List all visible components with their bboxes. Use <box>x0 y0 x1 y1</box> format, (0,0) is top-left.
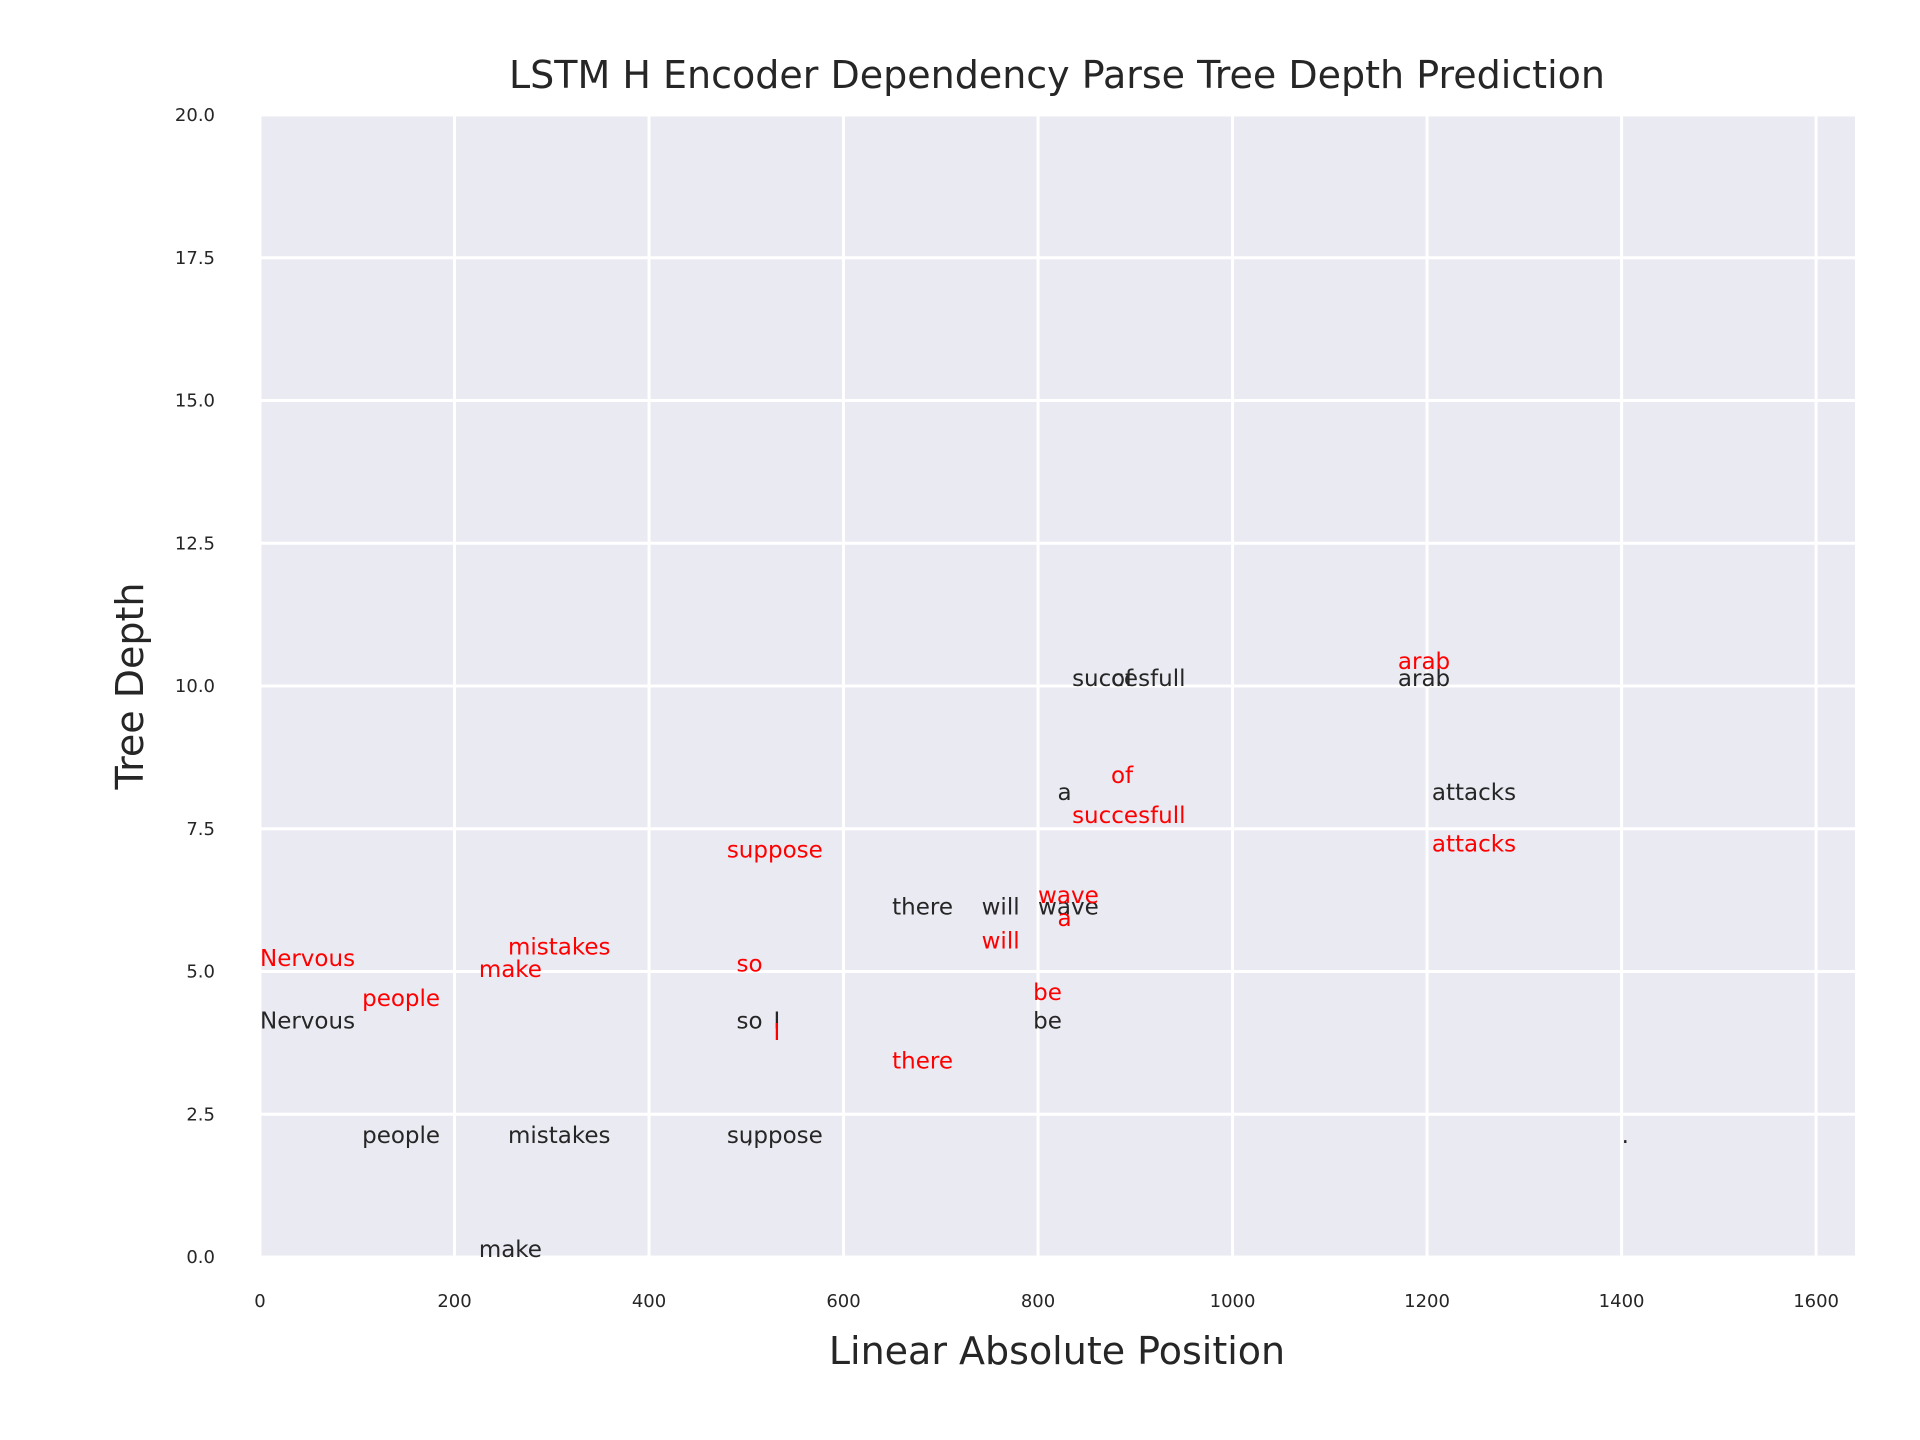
x-tick-label: 800 <box>1021 1291 1055 1312</box>
word-label: make <box>479 957 542 983</box>
word-label: Nervous <box>260 946 355 972</box>
word-label: be <box>1033 980 1062 1006</box>
word-label: mistakes <box>508 934 611 960</box>
word-label: I <box>774 1020 781 1046</box>
word-label: wave <box>1038 883 1099 909</box>
x-tick-label: 600 <box>826 1291 860 1312</box>
word-label: people <box>362 1123 440 1149</box>
y-tick-label: 0.0 <box>186 1247 215 1268</box>
word-label: suppose <box>727 837 823 863</box>
y-tick-label: 7.5 <box>186 819 215 840</box>
word-label: attacks <box>1432 780 1516 806</box>
word-label: of <box>1111 666 1134 692</box>
x-tick-label: 200 <box>437 1291 471 1312</box>
x-tick-label: 0 <box>254 1291 265 1312</box>
y-tick-label: 12.5 <box>175 533 215 554</box>
word-label: arab <box>1398 666 1450 692</box>
word-label: so <box>737 1009 763 1035</box>
x-tick-label: 1000 <box>1210 1291 1256 1312</box>
word-label: so <box>737 952 763 978</box>
word-label: arab <box>1398 649 1450 675</box>
word-label: wave <box>1038 894 1099 920</box>
word-label: people <box>362 986 440 1012</box>
x-tick-label: 1400 <box>1599 1291 1645 1312</box>
y-tick-label: 10.0 <box>175 676 215 697</box>
word-label: of <box>1111 763 1134 789</box>
word-label: there <box>892 894 953 920</box>
y-tick-label: 17.5 <box>175 248 215 269</box>
chart-title: LSTM H Encoder Dependency Parse Tree Dep… <box>509 53 1605 97</box>
word-label: , <box>746 1123 753 1149</box>
word-label: I <box>774 1009 781 1035</box>
word-label: will <box>982 894 1020 920</box>
y-tick-label: 2.5 <box>186 1104 215 1125</box>
word-label: there <box>892 1049 953 1075</box>
x-tick-labels: 0 200 400 600 800 1000 1200 1400 1600 <box>254 1291 1839 1312</box>
y-tick-label: 15.0 <box>175 391 215 412</box>
x-tick-label: 1200 <box>1404 1291 1450 1312</box>
word-label: make <box>479 1237 542 1263</box>
y-axis-label: Tree Depth <box>108 583 152 791</box>
word-label: Nervous <box>260 1009 355 1035</box>
word-label: succesfull <box>1072 803 1185 829</box>
word-label: will <box>982 929 1020 955</box>
word-label: be <box>1033 1009 1062 1035</box>
x-tick-label: 400 <box>632 1291 666 1312</box>
word-label: a <box>1058 780 1072 806</box>
y-tick-label: 5.0 <box>186 962 215 983</box>
x-tick-label: 1600 <box>1793 1291 1839 1312</box>
word-label: succesfull <box>1072 666 1185 692</box>
word-label: mistakes <box>508 1123 611 1149</box>
word-label: suppose <box>727 1123 823 1149</box>
gridlines <box>258 113 1855 1259</box>
y-tick-label: 20.0 <box>175 105 215 126</box>
word-label: . <box>1622 1123 1629 1149</box>
y-tick-labels: 0.0 2.5 5.0 7.5 10.0 12.5 15.0 17.5 20.0 <box>175 105 215 1268</box>
x-axis-label: Linear Absolute Position <box>829 1329 1285 1373</box>
word-label: a <box>1058 906 1072 932</box>
word-label: attacks <box>1432 832 1516 858</box>
